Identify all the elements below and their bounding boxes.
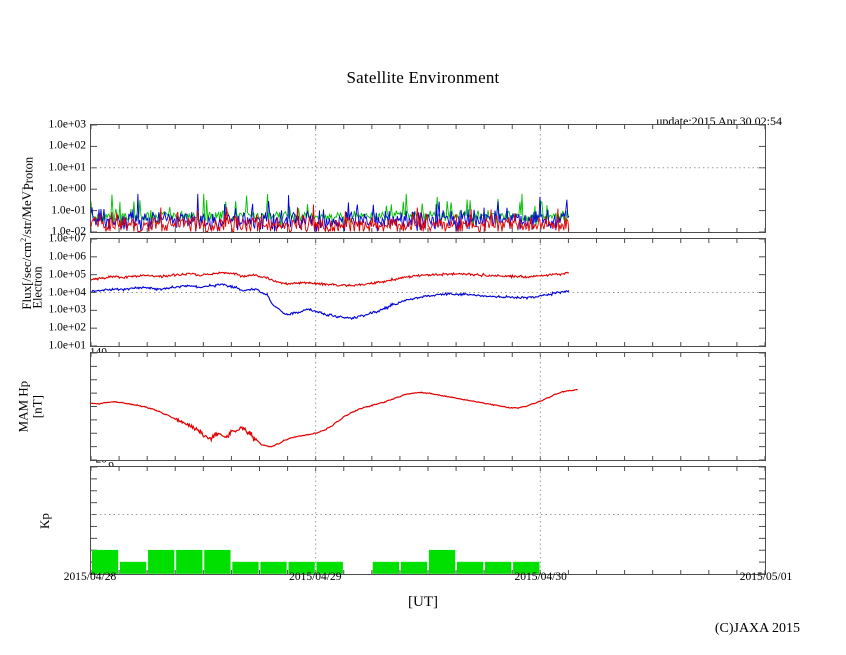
x-tick-label: 2015/04/29 — [289, 571, 342, 583]
y-tick-label: 1.0e+03 — [48, 303, 86, 316]
kp-axis-label: Kp — [37, 513, 52, 529]
x-axis-ticks: 2015/04/28 2015/04/29 2015/04/30 2015/05/01 — [0, 571, 846, 587]
y-tick-label: 1.0e+05 — [48, 267, 86, 280]
x-tick-label: 2015/04/28 — [63, 571, 117, 583]
y-tick-label: 1.0e+00 — [48, 182, 86, 195]
mam-hp-panel — [90, 352, 766, 461]
y-tick-label: 1.0e+03 — [48, 118, 86, 131]
y-tick-label: 1.0e+07 — [48, 232, 86, 245]
page-title: Satellite Environment — [346, 68, 500, 87]
proton-axis-label: Proton — [21, 156, 36, 191]
electron-y-ticks: 1.0e+07 1.0e+06 1.0e+05 1.0e+04 1.0e+03 1.0e+… — [38, 233, 86, 351]
x-tick-label: 2015/05/01 — [739, 571, 793, 583]
proton-flux-panel — [90, 124, 766, 233]
x-axis-title: [UT] — [408, 594, 438, 610]
mam-hp-axis-label-line2: [nT] — [29, 395, 44, 419]
y-tick-label: 1.0e+02 — [48, 139, 86, 152]
proton-y-ticks: 1.0e+03 1.0e+02 1.0e+01 1.0e+00 1.0e-01 1.0e-… — [38, 119, 86, 237]
y-tick-label: 1.0e+06 — [48, 250, 86, 263]
x-tick-label: 2015/04/30 — [514, 571, 567, 583]
mam-hp-axis-label: MAM Hp [nT] — [15, 371, 44, 443]
plot-stack — [90, 124, 766, 575]
electron-flux-panel — [90, 238, 766, 347]
y-tick-label: 1.0e+01 — [48, 161, 86, 174]
kp-index-panel — [90, 466, 766, 575]
y-tick-label: 1.0e-01 — [51, 203, 86, 216]
y-tick-label: 1.0e-02 — [51, 225, 86, 238]
y-tick-label: 1.0e+04 — [48, 285, 86, 298]
y-tick-label: 1.0e+01 — [48, 339, 86, 352]
copyright-credit: (C)JAXA 2015 — [714, 621, 800, 636]
y-tick-label: 1.0e+02 — [48, 321, 86, 334]
flux-axis-label-exponent: 2 — [18, 237, 28, 242]
